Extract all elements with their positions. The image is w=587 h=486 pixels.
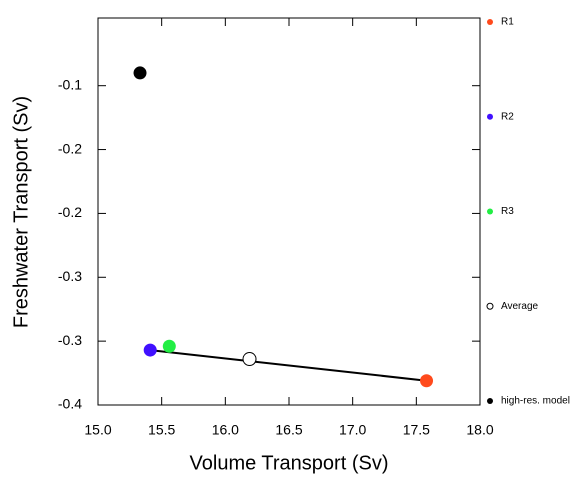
- legend-label: high-res. model: [501, 396, 570, 407]
- legend-label: R1: [501, 17, 514, 28]
- y-tick-label: -0.1: [58, 76, 82, 92]
- legend-marker: [487, 208, 493, 215]
- point: [162, 339, 176, 353]
- x-axis-title: Volume Transport (Sv): [190, 452, 389, 474]
- x-tick-label: 15.5: [148, 422, 175, 438]
- legend-label: R2: [501, 111, 514, 122]
- y-tick-label: -0.4: [58, 396, 82, 412]
- x-tick-label: 16.0: [212, 422, 239, 438]
- fit-line: [150, 349, 427, 382]
- point: [143, 343, 157, 357]
- x-tick-label: 15.0: [84, 422, 111, 438]
- x-tick-label: 17.0: [339, 422, 366, 438]
- y-tick-label: -0.2: [58, 140, 82, 156]
- y-tick-label: -0.2: [58, 204, 82, 220]
- legend-marker: [487, 398, 493, 404]
- point: [133, 66, 147, 80]
- x-tick-label: 16.5: [275, 422, 302, 438]
- legend-label: R3: [501, 206, 514, 217]
- legend-label: Average: [501, 301, 539, 312]
- x-tick-label: 18.0: [466, 422, 493, 438]
- y-tick-label: -0.3: [58, 268, 82, 284]
- y-tick-label: -0.3: [58, 332, 82, 348]
- legend-marker: [487, 19, 493, 25]
- y-axis-title: Freshwater Transport (Sv): [10, 96, 32, 328]
- point: [242, 352, 257, 367]
- legend-marker: [487, 113, 493, 120]
- x-tick-label: 17.5: [403, 422, 430, 438]
- point: [420, 374, 434, 388]
- legend-marker: [486, 302, 494, 310]
